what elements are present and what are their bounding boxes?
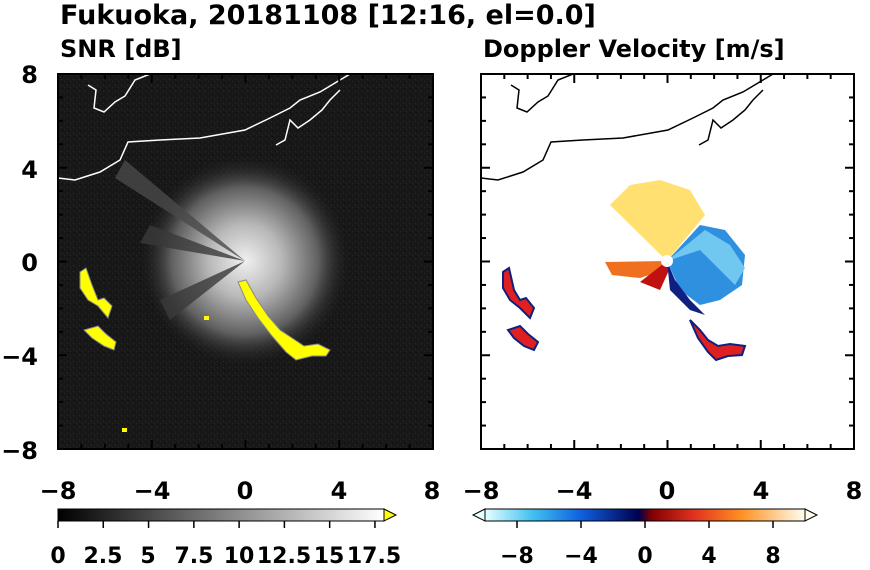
- snr-panel-title: SNR [dB]: [60, 35, 182, 63]
- doppler-echo-band-southeast: [689, 319, 747, 362]
- snr-echo-band-west: [79, 267, 113, 320]
- doppler-colorbar-label: 4: [701, 544, 716, 569]
- snr-colorbar: 0 2.5 5 7.5 10 12.5 15 17.5: [50, 508, 401, 569]
- doppler-xtick-label: −8: [463, 477, 500, 505]
- snr-colorbar-label: 2.5: [84, 544, 123, 569]
- doppler-axes: [480, 73, 855, 450]
- doppler-colorbar-label: −4: [564, 544, 598, 569]
- snr-echo-speck: [122, 428, 127, 432]
- doppler-colorbar-extend-min: [471, 508, 486, 522]
- snr-ytick-label: −8: [1, 437, 38, 465]
- snr-coastline: [58, 74, 351, 181]
- doppler-sector-approaching: [610, 180, 705, 261]
- snr-ytick-label: −4: [1, 343, 38, 371]
- snr-ytick-label: 8: [21, 61, 38, 89]
- snr-ytick-label: 4: [21, 156, 38, 184]
- doppler-coastline: [481, 74, 774, 181]
- snr-ytick-label: 0: [21, 249, 38, 277]
- snr-colorbar-label: 10: [224, 544, 255, 569]
- snr-echo-band-southeast: [237, 279, 331, 361]
- snr-xtick-label: −4: [134, 477, 171, 505]
- doppler-sector-receding: [667, 261, 705, 315]
- doppler-panel-title: Doppler Velocity [m/s]: [483, 35, 785, 63]
- snr-panel: SNR [dB] 8 4 0 −4 −8 −8 −4 0 4 8: [1, 35, 440, 569]
- doppler-echo-band-west: [506, 324, 540, 352]
- snr-colorbar-ticks: [57, 521, 376, 528]
- snr-xtick-label: 4: [331, 477, 348, 505]
- doppler-colorbar-gradient: [484, 508, 806, 522]
- doppler-sector-approaching: [640, 261, 670, 290]
- doppler-colorbar-ticks: [516, 521, 774, 528]
- snr-xtick-label: 8: [424, 477, 441, 505]
- doppler-colorbar-label: −8: [500, 544, 534, 569]
- snr-xtick-label: 0: [237, 477, 254, 505]
- snr-colorbar-label: 17.5: [347, 544, 401, 569]
- doppler-colorbar-label: 8: [765, 544, 780, 569]
- figure-title: Fukuoka, 20181108 [12:16, el=0.0]: [60, 0, 596, 31]
- snr-echo-band-west: [83, 325, 117, 351]
- doppler-xtick-label: 8: [846, 477, 863, 505]
- doppler-xtick-label: 4: [753, 477, 770, 505]
- doppler-echo-band-west: [502, 266, 536, 320]
- doppler-radar-center: [661, 255, 673, 267]
- doppler-xtick-label: 0: [659, 477, 676, 505]
- snr-colorbar-label: 15: [314, 544, 345, 569]
- doppler-colorbar: −8 −4 0 4 8: [471, 508, 819, 569]
- snr-beam-sector: [160, 261, 245, 320]
- snr-colorbar-label: 12.5: [257, 544, 311, 569]
- snr-axes: [57, 73, 434, 450]
- doppler-sector-receding: [667, 230, 745, 285]
- doppler-colorbar-label: 0: [637, 544, 652, 569]
- snr-colorbar-label: 7.5: [175, 544, 214, 569]
- doppler-panel: Doppler Velocity [m/s] −8 −4 0 4 8 −8: [463, 35, 863, 569]
- snr-colorbar-extend-max: [383, 508, 398, 522]
- snr-beam-sector: [115, 160, 245, 261]
- snr-colorbar-label: 5: [140, 544, 155, 569]
- doppler-xtick-label: −4: [556, 477, 593, 505]
- snr-colorbar-label: 0: [50, 544, 65, 569]
- snr-echo-speck: [204, 316, 209, 320]
- snr-beam-sector: [140, 225, 245, 261]
- snr-colorbar-gradient: [57, 508, 385, 522]
- doppler-colorbar-extend-max: [804, 508, 819, 522]
- snr-xtick-label: −8: [40, 477, 77, 505]
